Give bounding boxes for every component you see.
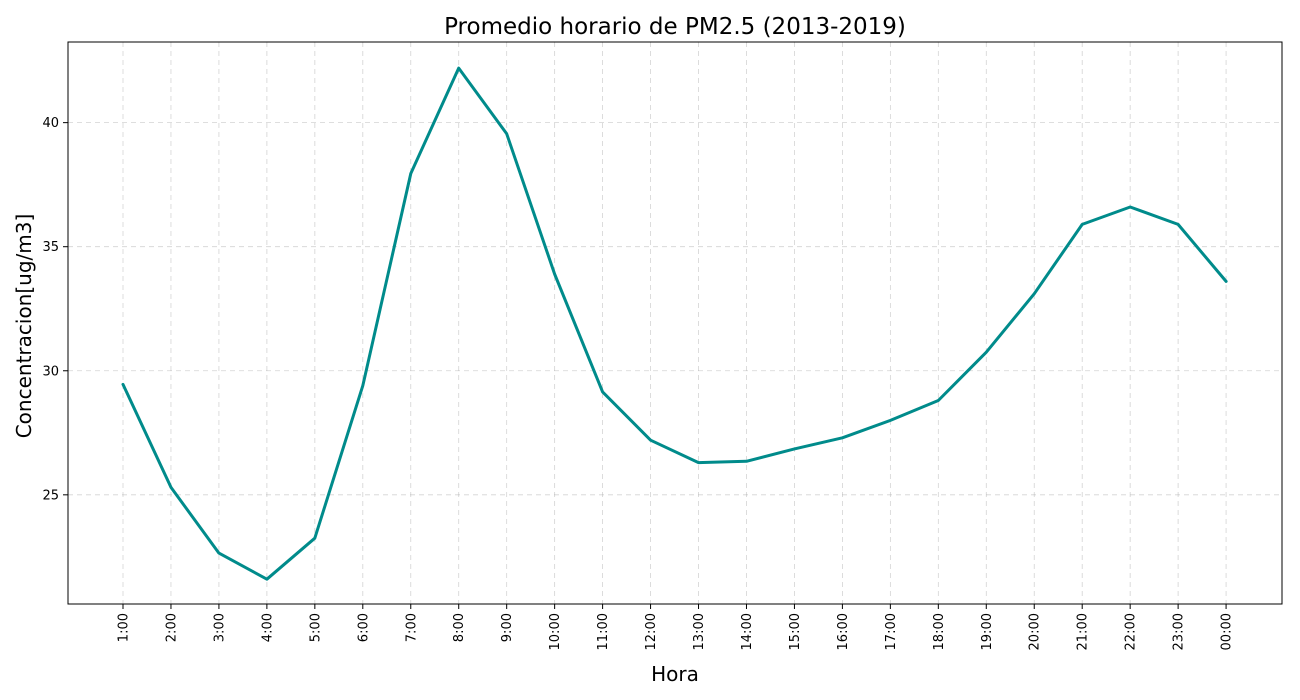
x-tick-label: 1:00 xyxy=(117,613,132,642)
x-tick-label: 23:00 xyxy=(1172,613,1187,650)
axis-ticks: 25 30 35 40 1:00 2:00 3:00 4:00 5:00 6:00 7:00 8:00… xyxy=(42,116,1234,650)
x-tick-label: 8:00 xyxy=(452,613,467,642)
x-tick-label: 15:00 xyxy=(788,613,803,650)
x-tick-label: 3:00 xyxy=(212,613,227,642)
x-axis-label: Hora xyxy=(651,662,699,686)
x-tick-label: 11:00 xyxy=(596,613,611,650)
x-tick-label: 20:00 xyxy=(1028,613,1043,650)
x-tick-label: 7:00 xyxy=(404,613,419,642)
y-tick-label: 35 xyxy=(42,240,59,255)
plot-frame xyxy=(67,41,1283,605)
x-tick-label: 6:00 xyxy=(356,613,371,642)
x-tick-label: 16:00 xyxy=(836,613,851,650)
x-tick-label: 4:00 xyxy=(260,613,275,642)
x-tick-label: 13:00 xyxy=(692,613,707,650)
x-tick-label: 12:00 xyxy=(644,613,659,650)
x-tick-label: 22:00 xyxy=(1124,613,1139,650)
y-tick-label: 30 xyxy=(42,364,59,379)
x-tick-label: 19:00 xyxy=(980,613,995,650)
x-tick-label: 18:00 xyxy=(932,613,947,650)
x-tick-label: 5:00 xyxy=(308,613,323,642)
x-tick-label: 14:00 xyxy=(740,613,755,650)
series-line xyxy=(121,66,1228,581)
x-tick-label: 9:00 xyxy=(500,613,515,642)
grid xyxy=(68,42,1282,604)
x-tick-label: 10:00 xyxy=(548,613,563,650)
y-axis-label: Concentracion[ug/m3] xyxy=(12,214,36,439)
x-tick-label: 2:00 xyxy=(164,613,179,642)
y-tick-label: 25 xyxy=(42,488,59,503)
chart-title: Promedio horario de PM2.5 (2013-2019) xyxy=(444,14,906,40)
x-tick-label: 00:00 xyxy=(1220,613,1235,650)
x-tick-label: 17:00 xyxy=(884,613,899,650)
y-tick-label: 40 xyxy=(42,116,59,131)
x-tick-label: 21:00 xyxy=(1076,613,1091,650)
